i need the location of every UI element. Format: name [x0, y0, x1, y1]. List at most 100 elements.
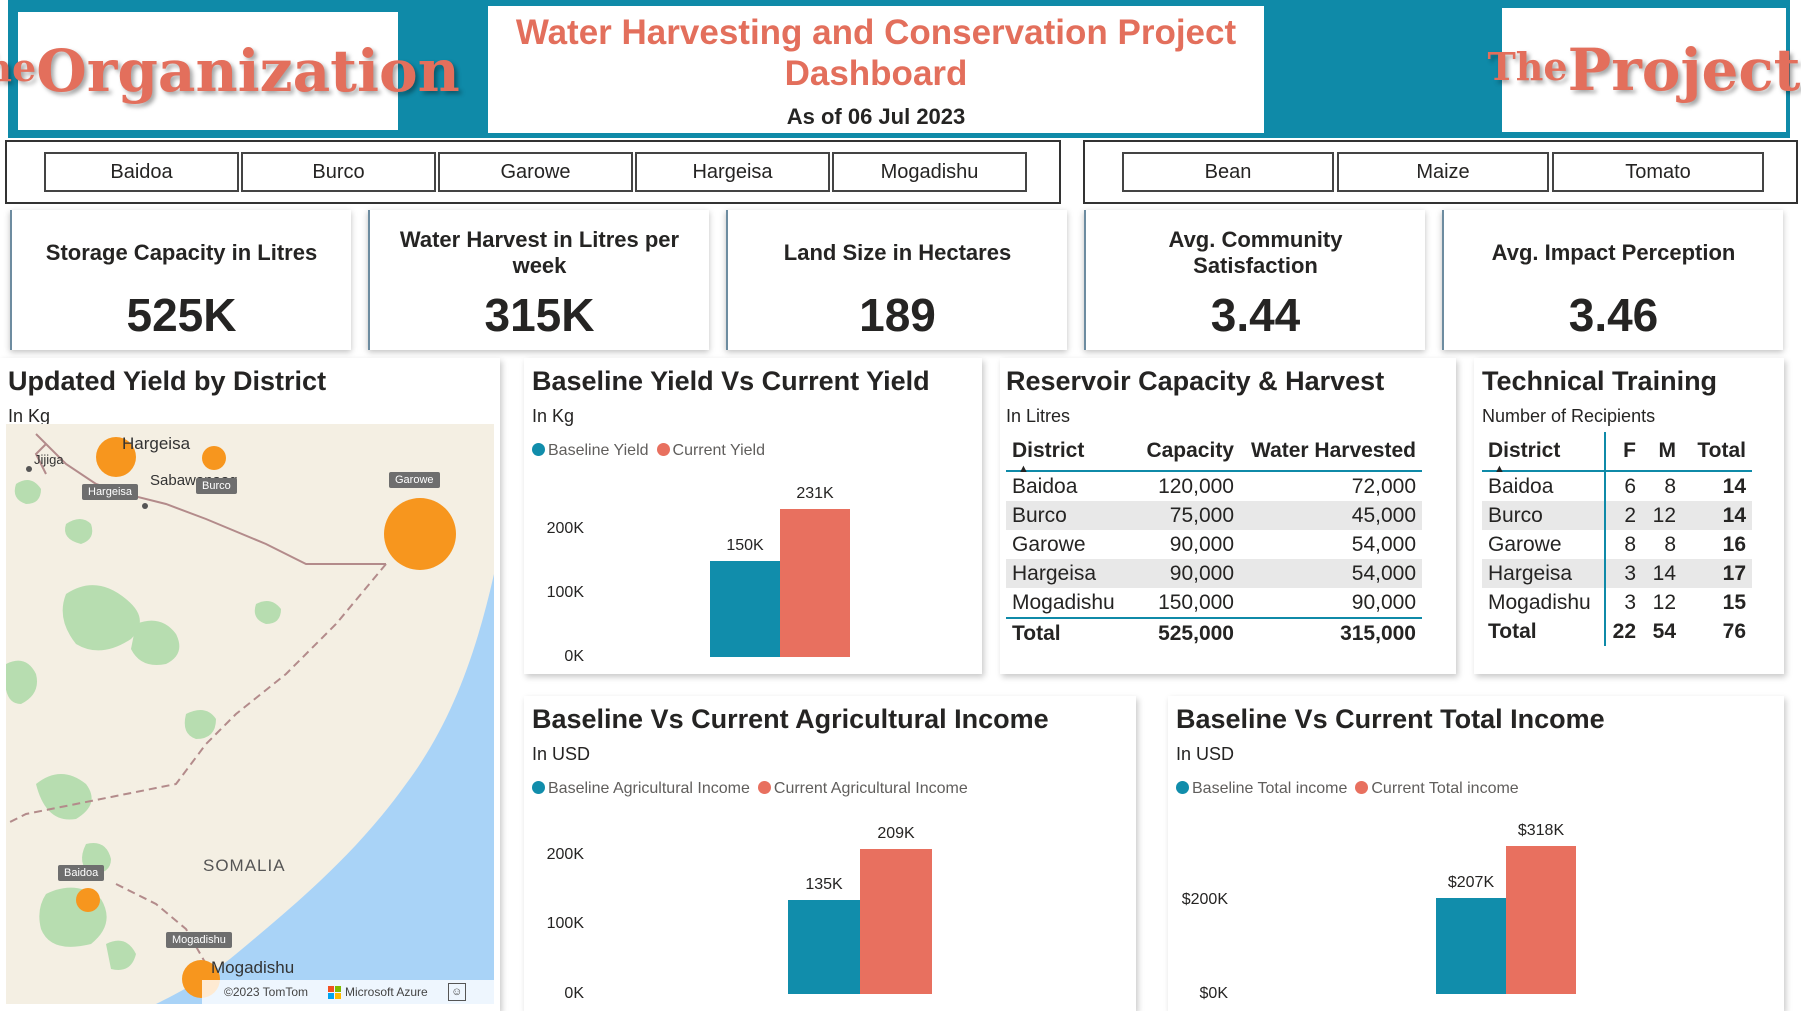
training-card: Technical Training Number of Recipients …: [1474, 358, 1784, 674]
map-tag-burco: Burco: [196, 478, 237, 494]
table-row: Burco 2 12 14: [1482, 501, 1752, 530]
kpi-label: Avg. Community Satisfaction: [1168, 227, 1343, 278]
bubble-hargeisa: [96, 437, 136, 477]
table-row: Baidoa 120,000 72,000: [1012, 474, 1416, 498]
border-ethiopia: [6, 563, 387, 825]
map-label-hargeisa: Hargeisa: [122, 434, 191, 453]
legend-item-current[interactable]: Current Total income: [1355, 780, 1519, 798]
slicer-district-baidoa[interactable]: Baidoa: [44, 152, 239, 192]
as-of-date: As of 06 Jul 2023: [786, 104, 966, 129]
slicer-district-hargeisa[interactable]: Hargeisa: [635, 152, 830, 192]
data-label-baseline-yield: 150K: [726, 537, 764, 554]
legend-dot-baseline: [532, 781, 545, 794]
bar-baseline-yield[interactable]: [710, 561, 780, 657]
map-card: Updated Yield by District In Kg: [0, 358, 500, 1011]
city-dot-jijiga: [26, 466, 32, 472]
kpi-label: Water Harvest in Litres per week: [399, 227, 680, 278]
table-row: Hargeisa 3 14 17: [1482, 559, 1752, 588]
kpi-community-satisfaction: Avg. Community Satisfaction 3.44: [1084, 210, 1425, 350]
yield-chart-title: Baseline Yield Vs Current Yield: [532, 366, 930, 396]
bar-current-yield[interactable]: [780, 509, 850, 657]
dashboard-title-box: Water Harvesting and Conservation Projec…: [488, 6, 1264, 133]
kpi-value: 525K: [126, 289, 237, 341]
bubble-garowe: [384, 498, 456, 570]
table-row: Hargeisa 90,000 54,000: [1006, 559, 1422, 588]
slicer-district-mogadishu[interactable]: Mogadishu: [832, 152, 1027, 192]
col-header-district[interactable]: District ▲: [1488, 439, 1561, 475]
training-table: District ▲ F M Total Baidoa 6 8 14 Burco 2 12 1…: [1482, 432, 1752, 646]
yield-chart-card: Baseline Yield Vs Current Yield In Kg Ba…: [524, 358, 982, 674]
map-green-regions: [6, 480, 281, 970]
map-canvas: [6, 424, 494, 1004]
legend-item-current[interactable]: Current Yield: [656, 442, 765, 460]
crop-slicer: Bean Maize Tomato: [1083, 140, 1798, 204]
y-tick-label: 0K: [564, 985, 584, 1002]
slicer-district-burco[interactable]: Burco: [241, 152, 436, 192]
legend-dot-current: [757, 781, 771, 794]
organization-logo: TheOrganization: [0, 12, 460, 130]
table-total-row: Total 525,000 315,000: [1006, 617, 1422, 648]
reservoir-title: Reservoir Capacity & Harvest: [1006, 366, 1385, 396]
kpi-impact-perception: Avg. Impact Perception 3.46: [1442, 210, 1783, 350]
col-header-capacity[interactable]: Capacity: [1146, 439, 1234, 462]
col-header-male[interactable]: M: [1658, 439, 1677, 462]
kpi-label: Land Size in Hectares: [783, 240, 1012, 265]
total-income-chart-title: Baseline Vs Current Total Income: [1176, 704, 1605, 734]
city-dot-sabawanaag: [142, 503, 148, 509]
col-header-female[interactable]: F: [1604, 432, 1642, 471]
col-header-water-harvested[interactable]: Water Harvested: [1251, 439, 1416, 462]
legend-item-baseline[interactable]: Baseline Yield: [532, 442, 649, 460]
dashboard-title: Water Harvesting and Conservation Projec…: [515, 13, 1237, 93]
table-total-row: Total 22 54 76: [1482, 617, 1752, 646]
map-tag-baidoa: Baidoa: [58, 865, 105, 881]
total-income-chart-subtitle: In USD: [1176, 744, 1235, 764]
feedback-smiley-icon[interactable]: ☺: [447, 983, 466, 1001]
map-tag-mogadishu: Mogadishu: [166, 932, 232, 948]
slicer-district-garowe[interactable]: Garowe: [438, 152, 633, 192]
y-tick-label: 100K: [546, 584, 584, 601]
bar-baseline-ag-income[interactable]: [788, 900, 860, 994]
kpi-value: 315K: [484, 289, 595, 341]
data-label-current-total-income: $318K: [1517, 822, 1565, 840]
bar-baseline-total-income[interactable]: [1436, 897, 1506, 994]
reservoir-card: Reservoir Capacity & Harvest In Litres D…: [1000, 358, 1456, 674]
legend-dot-baseline: [1176, 781, 1189, 794]
ag-income-chart-title: Baseline Vs Current Agricultural Income: [532, 704, 1049, 734]
slicer-crop-tomato[interactable]: Tomato: [1552, 152, 1764, 192]
ag-income-chart-subtitle: In USD: [532, 744, 591, 764]
project-logo: TheProject: [1488, 8, 1800, 132]
map-tag-hargeisa: Hargeisa: [82, 484, 139, 500]
sort-ascending-icon: ▲: [1494, 463, 1505, 475]
kpi-label: Storage Capacity in Litres: [45, 240, 318, 265]
kpi-value: 3.44: [1210, 289, 1301, 341]
kpi-value: 3.46: [1568, 289, 1659, 341]
data-label-baseline-ag-income: 135K: [805, 876, 843, 894]
bubble-baidoa: [76, 888, 100, 912]
yield-chart-subtitle: In Kg: [532, 406, 575, 426]
table-row: Mogadishu 3 12 15: [1482, 588, 1752, 617]
map-tag-garowe: Garowe: [389, 472, 440, 488]
data-label-baseline-total-income: $207K: [1447, 873, 1495, 891]
border-west: [34, 443, 47, 475]
yield-chart-legend: Baseline Yield Current Yield: [532, 442, 765, 460]
training-subtitle: Number of Recipients: [1482, 406, 1656, 426]
slicer-crop-bean[interactable]: Bean: [1122, 152, 1334, 192]
legend-item-baseline[interactable]: Baseline Total income: [1176, 780, 1347, 798]
kpi-land-size: Land Size in Hectares 189: [726, 210, 1067, 350]
map-label-mogadishu: Mogadishu: [211, 958, 295, 977]
sort-ascending-icon: ▲: [1018, 463, 1029, 475]
col-header-district[interactable]: District ▲: [1012, 439, 1085, 475]
bar-current-ag-income[interactable]: [860, 848, 932, 994]
yield-map[interactable]: Jijiga Hargeisa Sabawanaag SOMALIA Mogad…: [6, 424, 494, 1004]
table-row: Burco 75,000 45,000: [1006, 501, 1422, 530]
data-label-current-yield: 231K: [796, 485, 834, 503]
legend-dot-current: [1355, 781, 1369, 794]
slicer-crop-maize[interactable]: Maize: [1337, 152, 1549, 192]
col-header-total[interactable]: Total: [1697, 439, 1746, 462]
legend-item-baseline[interactable]: Baseline Agricultural Income: [532, 780, 750, 798]
total-income-chart-card: Baseline Vs Current Total Income In USD …: [1168, 696, 1784, 1011]
attribution-tomtom: ©2023 TomTom: [224, 985, 308, 999]
bar-current-total-income[interactable]: [1506, 846, 1576, 994]
reservoir-subtitle: In Litres: [1006, 406, 1071, 426]
legend-item-current[interactable]: Current Agricultural Income: [757, 780, 968, 798]
